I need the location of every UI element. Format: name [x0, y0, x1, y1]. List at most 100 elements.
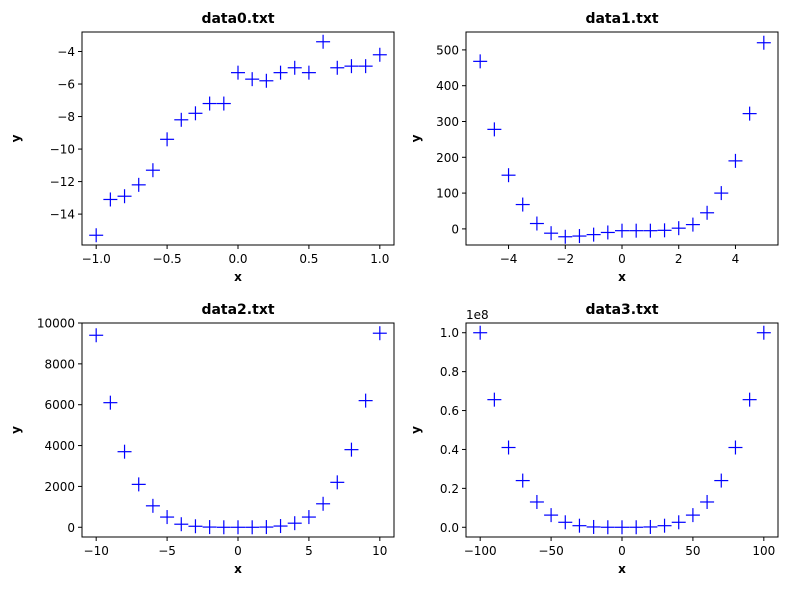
- x-axis-label: x: [618, 270, 626, 284]
- y-tick-label: 0: [67, 521, 75, 535]
- y-tick-label: 200: [436, 151, 459, 165]
- data-point: [202, 520, 217, 535]
- data-point: [671, 515, 686, 530]
- data-point: [103, 192, 118, 207]
- data-point: [600, 520, 615, 535]
- data-point: [572, 518, 587, 533]
- data-point: [586, 519, 601, 534]
- data-point: [202, 96, 217, 111]
- data-point: [529, 216, 544, 231]
- y-tick-label: −8: [57, 110, 75, 124]
- chart-title: data2.txt: [201, 302, 274, 318]
- data-point: [89, 328, 104, 343]
- data-point: [287, 60, 302, 75]
- y-tick-label: 300: [436, 115, 459, 129]
- data-point: [372, 47, 387, 62]
- x-tick-label: −100: [464, 544, 497, 558]
- data-point: [544, 508, 559, 523]
- data-point: [117, 189, 132, 204]
- data-point: [287, 516, 302, 531]
- data-point: [742, 392, 757, 407]
- y-tick-label: 6000: [44, 398, 75, 412]
- x-tick-label: 2: [675, 252, 683, 266]
- data-point: [700, 205, 715, 220]
- data-point: [117, 444, 132, 459]
- plot-frame: [81, 31, 395, 246]
- data-point: [529, 494, 544, 509]
- x-tick-label: 0.5: [299, 252, 318, 266]
- x-tick-label: −50: [538, 544, 563, 558]
- data-point: [372, 326, 387, 341]
- y-tick-label: 0: [451, 222, 459, 236]
- x-tick-label: 0: [618, 252, 626, 266]
- data-point: [344, 59, 359, 74]
- data-point: [728, 153, 743, 168]
- y-offset-label: 1e8: [466, 308, 489, 322]
- data-point: [572, 229, 587, 244]
- data-point: [316, 34, 331, 49]
- y-tick-label: −12: [50, 175, 75, 189]
- y-tick-label: 1.0: [440, 326, 459, 340]
- y-tick-label: 2000: [44, 480, 75, 494]
- x-tick-label: 100: [752, 544, 775, 558]
- data-point: [174, 112, 189, 127]
- data-point: [515, 473, 530, 488]
- data-point: [473, 54, 488, 69]
- data-point: [259, 520, 274, 535]
- y-tick-label: 4000: [44, 439, 75, 453]
- data-point: [145, 498, 160, 513]
- data-point: [231, 520, 245, 535]
- data-point: [671, 221, 686, 236]
- y-tick-label: 0.6: [440, 404, 459, 418]
- x-tick-label: −1.0: [82, 252, 111, 266]
- x-tick-label: 50: [685, 544, 700, 558]
- y-tick-label: −10: [50, 143, 75, 157]
- y-tick-label: 0.8: [440, 365, 459, 379]
- data-point: [89, 228, 104, 243]
- data-point: [544, 226, 559, 241]
- y-axis-label: y: [409, 134, 423, 142]
- data-point: [501, 168, 516, 183]
- data-point: [487, 122, 502, 137]
- data-point: [615, 223, 629, 238]
- data-point: [330, 60, 345, 75]
- data-point: [131, 477, 146, 492]
- data-point: [657, 223, 672, 238]
- y-tick-label: 400: [436, 79, 459, 93]
- data-point: [131, 177, 146, 192]
- data-point: [330, 475, 345, 490]
- data-point: [657, 518, 672, 533]
- subplot-1: data1.txt −4 −2 0 2 4 0 100 200 300 400 500 x y: [409, 11, 779, 284]
- x-tick-label: −10: [84, 544, 109, 558]
- data-point: [316, 496, 331, 511]
- x-tick-label: 5: [305, 544, 313, 558]
- data-point: [358, 59, 373, 74]
- data-point: [216, 520, 231, 535]
- y-axis-label: y: [9, 426, 23, 434]
- data-point: [501, 440, 516, 455]
- data-point: [245, 520, 260, 535]
- data-point: [515, 197, 530, 212]
- data-point: [685, 508, 700, 523]
- plot-frame: [465, 322, 779, 538]
- x-tick-label: 0.0: [228, 252, 247, 266]
- data-point: [742, 106, 757, 121]
- data-point: [643, 223, 658, 238]
- data-point: [259, 73, 274, 88]
- data-point: [145, 163, 160, 178]
- data-point: [600, 225, 615, 240]
- subplot-3: data3.txt −100 −50 0 50 100 0.0 0.2 0.4 0.6 0.8 1.0…: [409, 302, 779, 576]
- data-point: [714, 473, 729, 488]
- data-point: [160, 510, 175, 525]
- subplot-2: data2.txt −10 −5 0 5 10 0 2000 4000 6000 8000 10000…: [9, 302, 395, 576]
- data-point: [728, 440, 743, 455]
- x-tick-label: 10: [372, 544, 387, 558]
- chart-title: data0.txt: [201, 11, 274, 27]
- data-point: [615, 520, 629, 535]
- data-point: [358, 393, 373, 408]
- data-point: [344, 442, 359, 457]
- data-point: [216, 96, 231, 111]
- data-point: [586, 227, 601, 242]
- data-point: [473, 325, 488, 340]
- plot-frame: [81, 322, 395, 538]
